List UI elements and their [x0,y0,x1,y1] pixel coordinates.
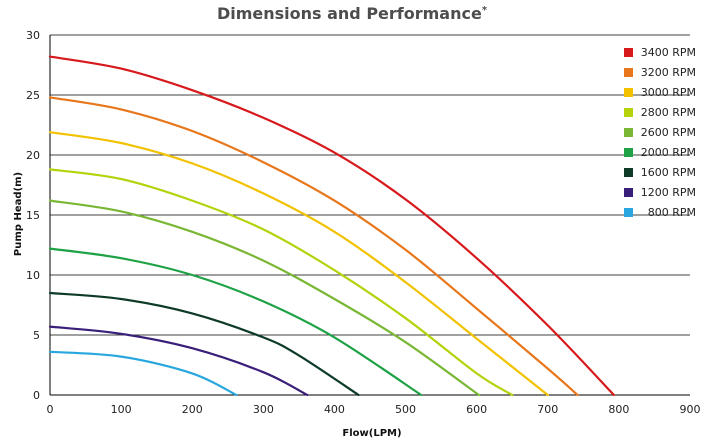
series-line-3200-rpm [48,96,579,397]
series-line-2800-rpm [48,168,514,397]
legend-label: 1200 RPM [641,186,696,199]
chart-title: Dimensions and Performance* [217,4,488,23]
axes [49,35,690,396]
legend-swatch [624,148,633,157]
legend-item: 1600 RPM [624,166,696,179]
x-axis-title: Flow(LPM) [342,428,401,439]
series-line-3400-rpm [48,55,616,397]
legend-label: 2600 RPM [641,126,696,139]
legend-swatch [624,128,633,137]
legend-item: 3400 RPM [624,46,696,59]
x-tick-label: 700 [537,403,558,416]
legend-swatch [624,188,633,197]
legend: 3400 RPM 3200 RPM 3000 RPM 2800 RPM 2600 RPM… [624,46,696,219]
series-line-3000-rpm [48,131,549,397]
legend-label: 800 RPM [648,206,696,219]
legend-swatch [624,208,633,217]
series-line-2600-rpm [48,199,480,397]
legend-item: 2800 RPM [624,106,696,119]
legend-label: 2800 RPM [641,106,696,119]
gridlines [50,34,690,336]
chart-title-mark: * [482,5,488,16]
legend-item: 2000 RPM [624,146,696,159]
y-tick-label: 0 [33,389,40,402]
x-tick-label: 900 [680,403,701,416]
legend-label: 3400 RPM [641,46,696,59]
legend-item: 1200 RPM [624,186,696,199]
y-tick-label: 30 [26,29,40,42]
legend-item: 800 RPM [624,206,696,219]
y-axis-title: Pump Head(m) [13,172,24,256]
series-line-1200-rpm [48,325,309,397]
x-tick-label: 0 [47,403,54,416]
legend-swatch [624,88,633,97]
legend-item: 2600 RPM [624,126,696,139]
legend-swatch [624,68,633,77]
y-tick-label: 20 [26,149,40,162]
x-tick-label: 600 [466,403,487,416]
legend-label: 2000 RPM [641,146,696,159]
series-line-1600-rpm [48,291,360,397]
series-lines [48,55,616,397]
x-tick-label: 400 [324,403,345,416]
y-tick-label: 25 [26,89,40,102]
legend-label: 3200 RPM [641,66,696,79]
y-tick-label: 10 [26,269,40,282]
x-tick-label: 100 [111,403,132,416]
legend-swatch [624,168,633,177]
x-tick-label: 200 [182,403,203,416]
legend-swatch [624,48,633,57]
chart-title-text: Dimensions and Performance [217,4,482,23]
series-line-2000-rpm [48,247,423,397]
legend-label: 3000 RPM [641,86,696,99]
y-tick-label: 15 [26,209,40,222]
x-tick-label: 300 [253,403,274,416]
series-line-800-rpm [48,350,238,397]
y-tick-label: 5 [33,329,40,342]
x-tick-label: 500 [395,403,416,416]
legend-item: 3200 RPM [624,66,696,79]
x-tick-label: 800 [608,403,629,416]
legend-label: 1600 RPM [641,166,696,179]
legend-swatch [624,108,633,117]
legend-item: 3000 RPM [624,86,696,99]
